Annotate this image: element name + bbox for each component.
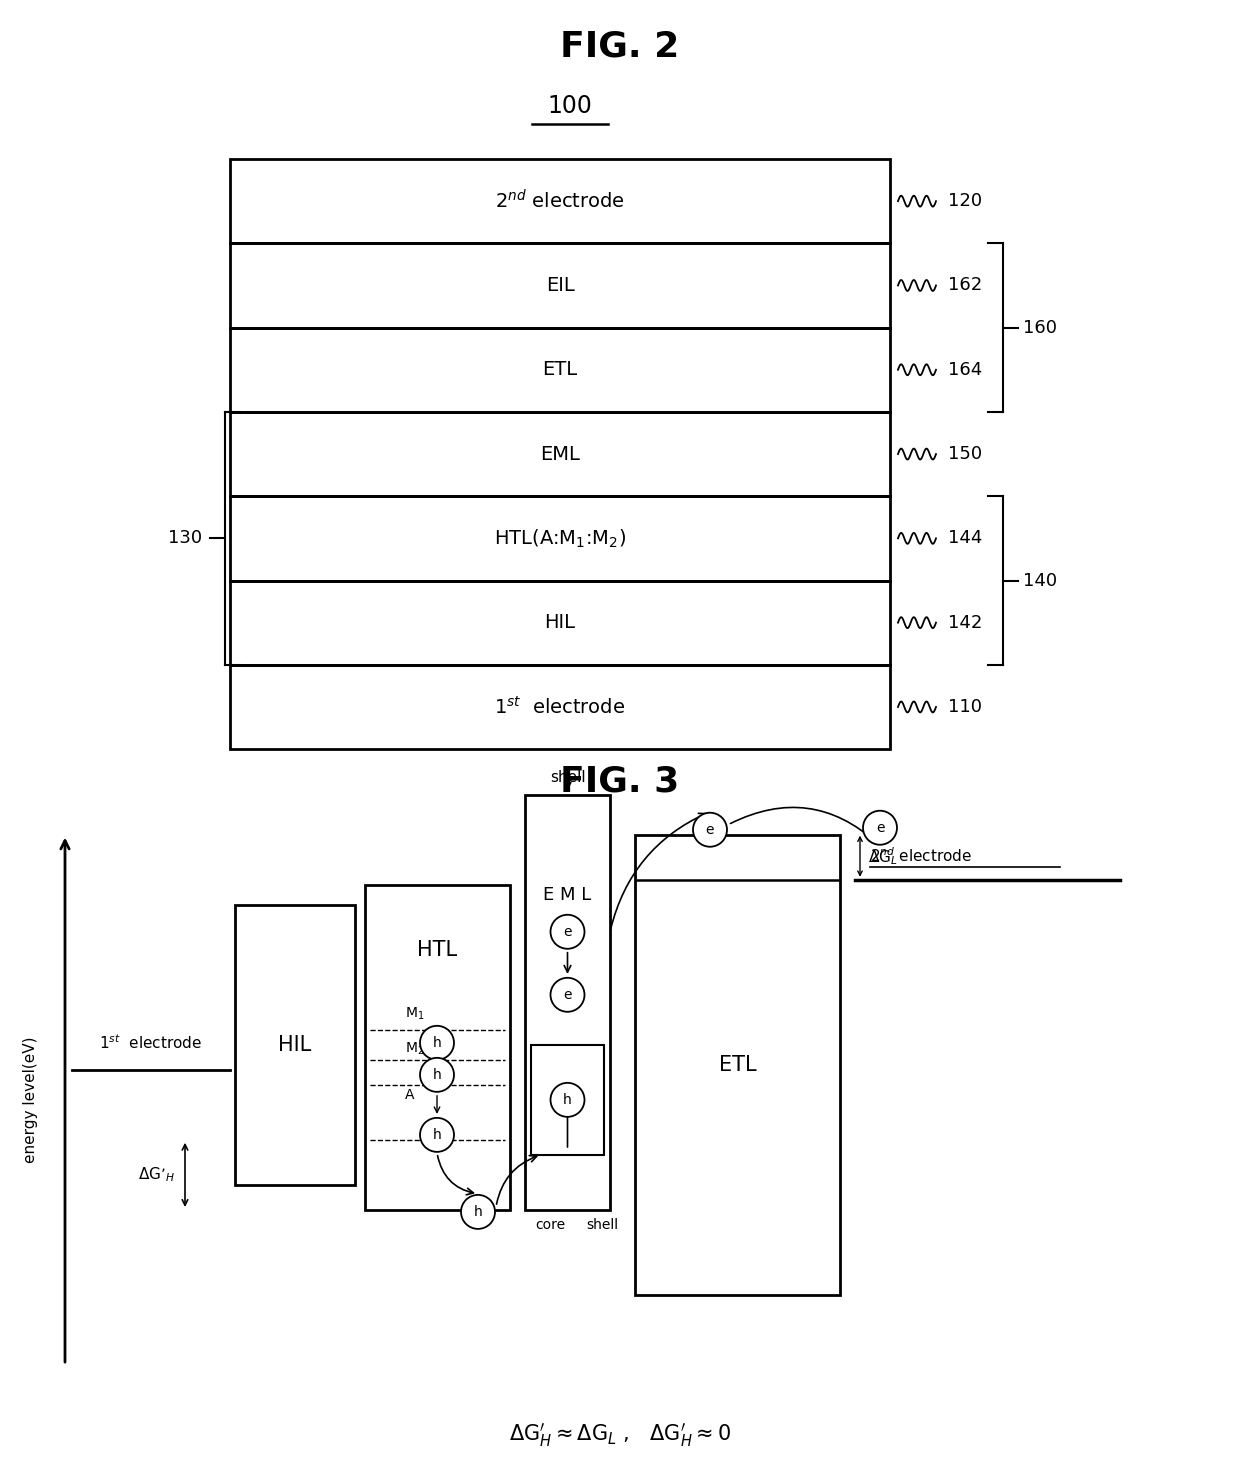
Text: 140: 140	[1023, 572, 1058, 589]
Text: shell: shell	[587, 1217, 618, 1232]
Text: M$_1$: M$_1$	[405, 1005, 424, 1022]
Text: core: core	[534, 1217, 565, 1232]
Text: 144: 144	[949, 529, 982, 547]
Bar	[229, 328, 890, 412]
Text: h: h	[433, 1036, 441, 1050]
Text: 130: 130	[167, 529, 202, 547]
Text: HTL(A:M$_1$:M$_2$): HTL(A:M$_1$:M$_2$)	[494, 528, 626, 550]
Text: e: e	[563, 925, 572, 939]
Text: e: e	[875, 820, 884, 835]
Text: 100: 100	[548, 94, 593, 118]
Bar	[531, 1045, 604, 1155]
Bar	[236, 904, 355, 1185]
Circle shape	[461, 1195, 495, 1229]
Text: EIL: EIL	[546, 276, 574, 295]
Bar	[229, 159, 890, 244]
Text: 2$^{nd}$ electrode: 2$^{nd}$ electrode	[870, 847, 972, 864]
Text: shell: shell	[551, 770, 585, 785]
Text: e: e	[706, 823, 714, 836]
Text: 162: 162	[949, 276, 982, 294]
Text: HIL: HIL	[278, 1035, 311, 1055]
Circle shape	[551, 978, 584, 1011]
Text: 1$^{st}$  electrode: 1$^{st}$ electrode	[99, 1033, 202, 1053]
Text: FIG. 2: FIG. 2	[560, 29, 680, 63]
Circle shape	[863, 811, 897, 845]
Text: ETL: ETL	[719, 1055, 756, 1075]
Text: E M L: E M L	[543, 886, 591, 904]
Circle shape	[420, 1058, 454, 1092]
Text: EML: EML	[541, 444, 580, 463]
Text: h: h	[563, 1092, 572, 1107]
Text: ΔG$_L$: ΔG$_L$	[868, 848, 898, 867]
Bar	[229, 581, 890, 664]
Text: HTL: HTL	[418, 939, 458, 960]
Bar	[635, 835, 839, 1295]
Text: 2$^{nd}$ electrode: 2$^{nd}$ electrode	[495, 190, 625, 213]
Text: ΔG’$_H$: ΔG’$_H$	[138, 1166, 175, 1185]
Bar	[229, 497, 890, 581]
Text: 150: 150	[949, 445, 982, 463]
Circle shape	[420, 1026, 454, 1060]
Text: 142: 142	[949, 613, 982, 632]
Bar	[229, 244, 890, 328]
Text: 1$^{st}$  electrode: 1$^{st}$ electrode	[495, 695, 625, 717]
Circle shape	[693, 813, 727, 847]
Circle shape	[551, 914, 584, 948]
Text: $\Delta$G$^{\prime}_H$$\approx$$\Delta$G$_L$ ,   $\Delta$G$^{\prime}_H$$\approx$: $\Delta$G$^{\prime}_H$$\approx$$\Delta$G…	[508, 1421, 732, 1449]
Bar	[365, 885, 510, 1210]
Text: 120: 120	[949, 193, 982, 210]
Text: 110: 110	[949, 698, 982, 716]
Bar	[229, 664, 890, 750]
Text: h: h	[474, 1205, 482, 1219]
Text: HIL: HIL	[544, 613, 575, 632]
Text: 160: 160	[1023, 319, 1056, 337]
Circle shape	[551, 1083, 584, 1117]
Text: 164: 164	[949, 360, 982, 379]
Bar	[525, 795, 610, 1210]
Text: h: h	[433, 1127, 441, 1142]
Text: e: e	[563, 988, 572, 1001]
Text: energy level(eV): energy level(eV)	[22, 1036, 37, 1163]
Text: ETL: ETL	[542, 360, 578, 379]
Text: M$_2$: M$_2$	[405, 1041, 424, 1057]
Bar	[229, 412, 890, 497]
Text: FIG. 3: FIG. 3	[560, 764, 680, 798]
Circle shape	[420, 1117, 454, 1152]
Text: h: h	[433, 1067, 441, 1082]
Text: A: A	[405, 1088, 414, 1102]
